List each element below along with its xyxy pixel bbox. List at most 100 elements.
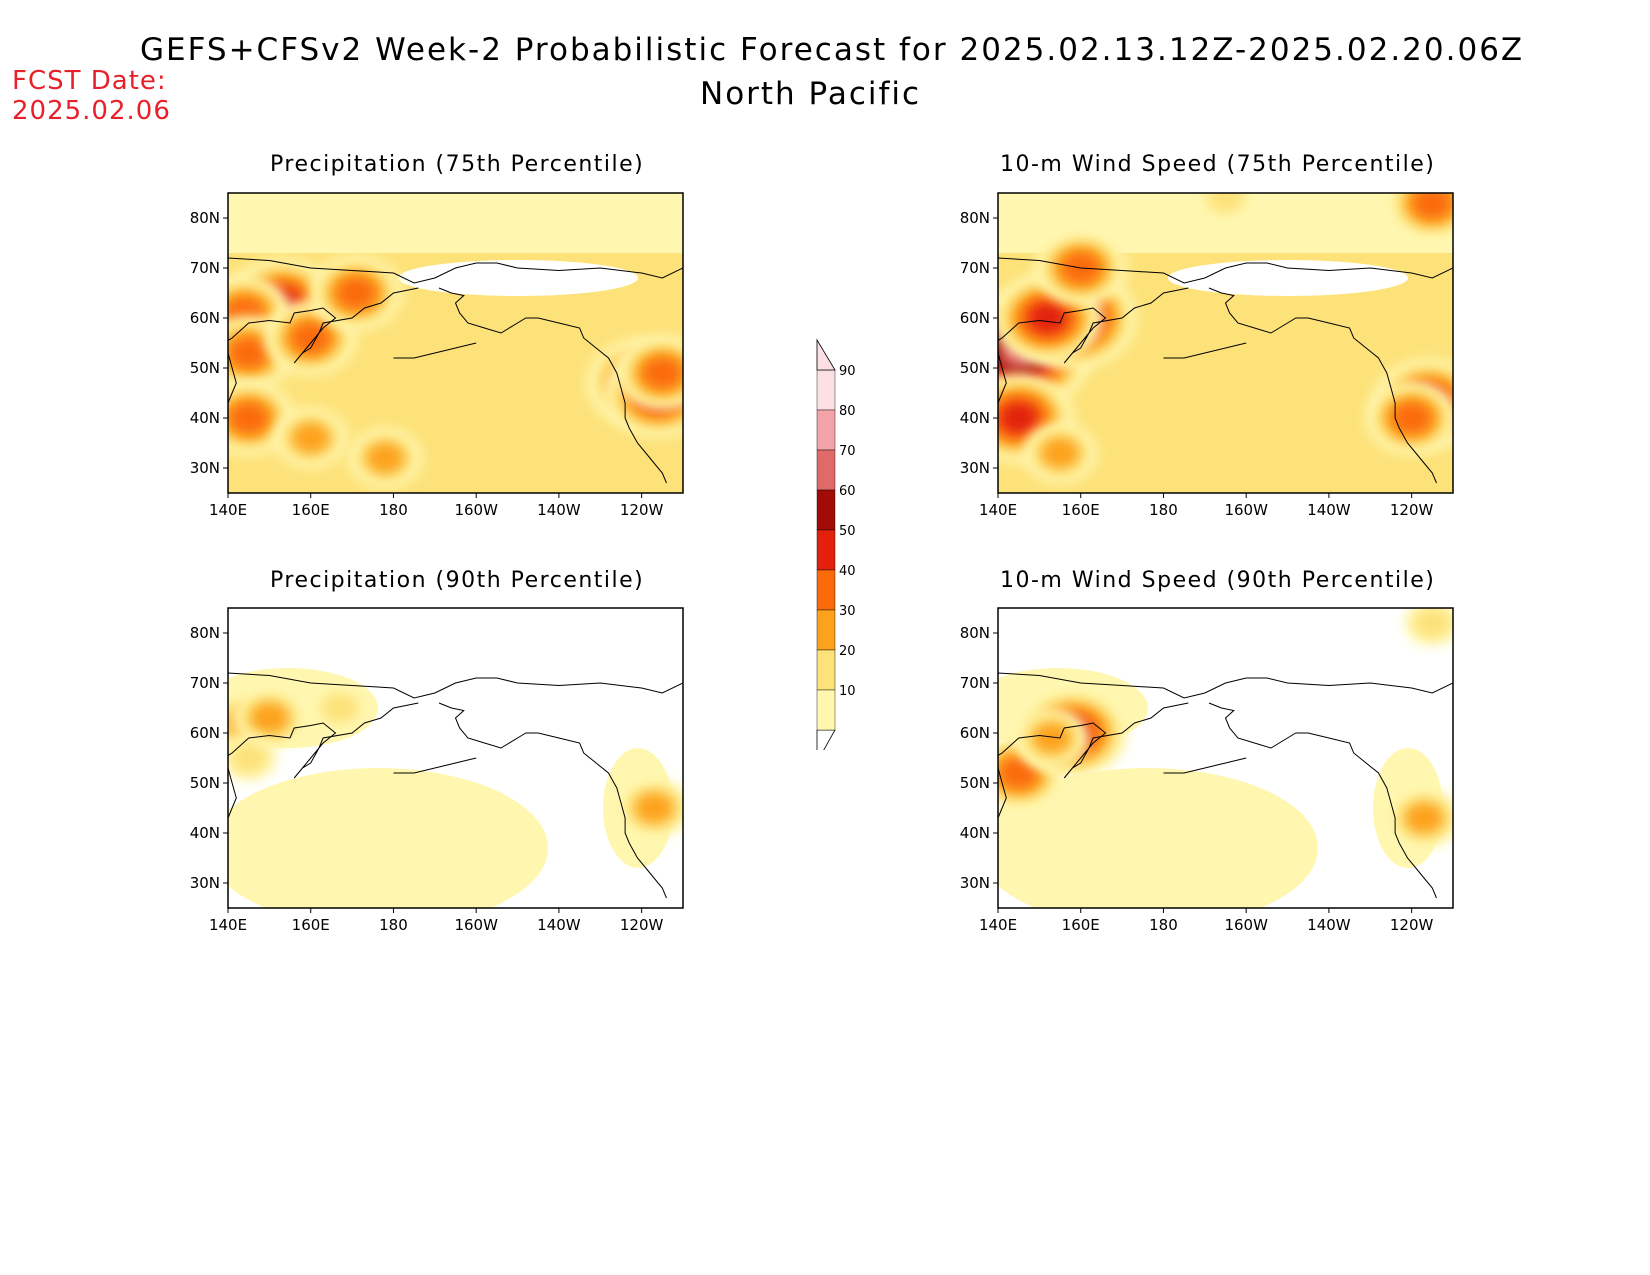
coastline xyxy=(438,702,667,899)
colorbar-label: 30 xyxy=(839,604,855,619)
y-tick-label: 50N xyxy=(190,774,220,792)
coastline xyxy=(393,757,477,774)
y-tick-label: 80N xyxy=(190,209,220,227)
y-tick-label: 30N xyxy=(190,459,220,477)
probability-contour xyxy=(1032,722,1071,754)
y-tick-label: 30N xyxy=(960,874,990,892)
y-tick-label: 70N xyxy=(190,259,220,277)
probability-contour xyxy=(999,402,1038,434)
colorbar-segment xyxy=(816,649,836,691)
map-svg: 140E 160E 180 160W 140W 120W 80N 70N 60N 50N 40N 30… xyxy=(190,607,684,934)
x-tick-label: 160W xyxy=(454,916,498,934)
x-tick-label: 160E xyxy=(292,501,330,519)
x-tick-label: 120W xyxy=(620,916,664,934)
fcst-date-label: FCST Date: xyxy=(12,66,167,96)
probability-contour xyxy=(1405,802,1444,834)
colorbar-end-triangle xyxy=(816,729,836,764)
colorbar-label: 90 xyxy=(839,364,855,379)
x-tick-label: 160E xyxy=(292,916,330,934)
probability-contour xyxy=(1206,193,1245,214)
x-tick-label: 140E xyxy=(209,916,247,934)
colorbar-label: 20 xyxy=(839,644,855,659)
probability-contour xyxy=(229,742,268,774)
map-precip-75: 140E 160E 180 160W 140W 120W 80N 70N 60N 50N 40N 30… xyxy=(150,185,710,525)
coastline xyxy=(1208,702,1437,899)
colorbar-label: 80 xyxy=(839,404,855,419)
map-wind-75: 140E 160E 180 160W 140W 120W 80N 70N 60N 50N 40N 30… xyxy=(920,185,1480,525)
probability-contour xyxy=(250,702,289,734)
y-tick-label: 80N xyxy=(190,624,220,642)
colorbar-segment xyxy=(816,609,836,651)
probability-contour xyxy=(229,337,268,369)
y-tick-label: 40N xyxy=(190,409,220,427)
fcst-date-value: 2025.02.06 xyxy=(12,96,171,126)
probability-contour xyxy=(1413,608,1452,639)
y-tick-label: 40N xyxy=(960,824,990,842)
probability-contour xyxy=(1028,302,1067,334)
coastline xyxy=(998,287,1189,404)
panel-title-wind-90: 10-m Wind Speed (90th Percentile) xyxy=(1000,568,1436,593)
coastline xyxy=(393,342,477,359)
colorbar-segment xyxy=(816,689,836,731)
colorbar-svg: 10 20 30 40 50 60 70 80 90 xyxy=(816,338,856,764)
y-tick-label: 60N xyxy=(960,724,990,742)
probability-contour xyxy=(320,692,359,724)
coastline xyxy=(228,702,419,819)
coastline xyxy=(998,702,1189,819)
colorbar-segment xyxy=(816,529,836,571)
x-tick-label: 120W xyxy=(1390,916,1434,934)
x-tick-label: 140E xyxy=(979,916,1017,934)
coastline xyxy=(1163,342,1247,359)
colorbar-end-triangle xyxy=(816,338,836,371)
probability-contour xyxy=(337,277,376,309)
map-frame xyxy=(227,607,684,909)
probability-contour xyxy=(1020,842,1059,874)
page-title: GEFS+CFSv2 Week-2 Probabilistic Forecast… xyxy=(140,32,1525,68)
y-tick-label: 50N xyxy=(960,774,990,792)
region-subtitle: North Pacific xyxy=(700,76,922,112)
probability-contour xyxy=(1392,402,1431,434)
probability-contour xyxy=(999,757,1038,789)
field-region xyxy=(998,323,1408,493)
map-svg: 140E 160E 180 160W 140W 120W 80N 70N 60N 50N 40N 30… xyxy=(960,192,1454,519)
y-tick-label: 80N xyxy=(960,624,990,642)
coastline xyxy=(228,672,683,699)
colorbar-label: 70 xyxy=(839,444,855,459)
x-tick-label: 160E xyxy=(1062,501,1100,519)
map-frame xyxy=(997,192,1454,494)
x-tick-label: 140E xyxy=(979,501,1017,519)
x-tick-label: 120W xyxy=(1390,501,1434,519)
colorbar-segment xyxy=(816,369,836,411)
colorbar-label: 50 xyxy=(839,524,855,539)
x-tick-label: 140W xyxy=(537,916,581,934)
coastline xyxy=(1208,287,1437,484)
coastline xyxy=(438,287,667,484)
probability-contour xyxy=(353,827,392,859)
map-precip-90: 140E 160E 180 160W 140W 120W 80N 70N 60N 50N 40N 30… xyxy=(150,600,710,940)
colorbar-segment xyxy=(816,569,836,611)
probability-contour xyxy=(366,442,405,474)
x-tick-label: 180 xyxy=(1149,501,1178,519)
x-tick-label: 160W xyxy=(1224,501,1268,519)
y-tick-label: 60N xyxy=(960,309,990,327)
x-tick-label: 180 xyxy=(379,501,408,519)
field-region xyxy=(228,193,683,253)
map-wind-90: 140E 160E 180 160W 140W 120W 80N 70N 60N 50N 40N 30… xyxy=(920,600,1480,940)
panel-title-precip-90: Precipitation (90th Percentile) xyxy=(270,568,645,593)
probability-contour xyxy=(291,422,330,454)
coastline xyxy=(1163,757,1247,774)
y-tick-label: 60N xyxy=(190,309,220,327)
y-tick-label: 80N xyxy=(960,209,990,227)
y-tick-label: 40N xyxy=(960,409,990,427)
panel-title-precip-75: Precipitation (75th Percentile) xyxy=(270,152,645,177)
colorbar-segment xyxy=(816,409,836,451)
probability-colorbar: 10 20 30 40 50 60 70 80 90 xyxy=(795,330,856,764)
y-tick-label: 50N xyxy=(960,359,990,377)
x-tick-label: 160E xyxy=(1062,916,1100,934)
x-tick-label: 160W xyxy=(454,501,498,519)
map-svg: 140E 160E 180 160W 140W 120W 80N 70N 60N 50N 40N 30… xyxy=(190,192,684,519)
map-frame xyxy=(227,192,684,494)
colorbar-segment xyxy=(816,449,836,491)
probability-contour xyxy=(1041,437,1080,469)
y-tick-label: 60N xyxy=(190,724,220,742)
